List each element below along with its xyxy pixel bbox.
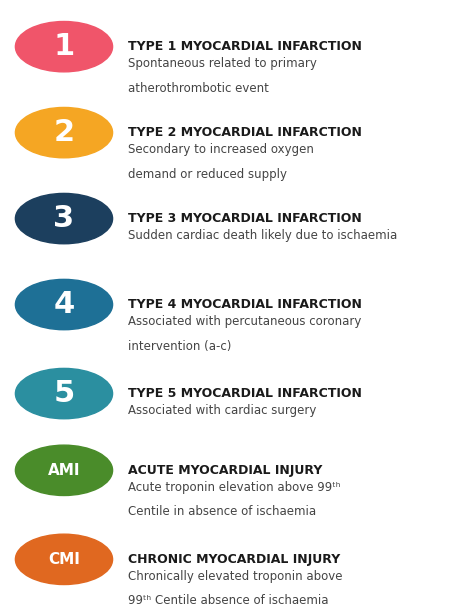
Text: TYPE 2 MYOCARDIAL INFARCTION: TYPE 2 MYOCARDIAL INFARCTION bbox=[128, 126, 362, 139]
Text: 4: 4 bbox=[54, 290, 74, 319]
Text: CHRONIC MYOCARDIAL INJURY: CHRONIC MYOCARDIAL INJURY bbox=[128, 553, 340, 565]
Text: Sudden cardiac death likely due to ischaemia: Sudden cardiac death likely due to ischa… bbox=[128, 229, 397, 242]
Text: 3: 3 bbox=[54, 204, 74, 233]
Ellipse shape bbox=[16, 368, 112, 419]
Text: 5: 5 bbox=[54, 379, 74, 408]
Text: Associated with percutaneous coronary: Associated with percutaneous coronary bbox=[128, 315, 361, 328]
Ellipse shape bbox=[16, 445, 112, 495]
Text: Acute troponin elevation above 99ᵗʰ: Acute troponin elevation above 99ᵗʰ bbox=[128, 481, 340, 494]
Ellipse shape bbox=[16, 279, 112, 330]
Text: 1: 1 bbox=[54, 32, 74, 61]
Text: Secondary to increased oxygen: Secondary to increased oxygen bbox=[128, 143, 314, 156]
Text: demand or reduced supply: demand or reduced supply bbox=[128, 168, 287, 181]
Text: 2: 2 bbox=[54, 118, 74, 147]
Text: intervention (a-c): intervention (a-c) bbox=[128, 340, 231, 352]
Text: Chronically elevated troponin above: Chronically elevated troponin above bbox=[128, 570, 343, 583]
Text: Spontaneous related to primary: Spontaneous related to primary bbox=[128, 57, 317, 70]
Text: TYPE 1 MYOCARDIAL INFARCTION: TYPE 1 MYOCARDIAL INFARCTION bbox=[128, 40, 362, 53]
Text: CMI: CMI bbox=[48, 552, 80, 567]
Text: 99ᵗʰ Centile absence of ischaemia: 99ᵗʰ Centile absence of ischaemia bbox=[128, 594, 328, 607]
Text: AMI: AMI bbox=[48, 463, 80, 478]
Text: Centile in absence of ischaemia: Centile in absence of ischaemia bbox=[128, 505, 316, 518]
Text: TYPE 5 MYOCARDIAL INFARCTION: TYPE 5 MYOCARDIAL INFARCTION bbox=[128, 387, 362, 400]
Text: atherothrombotic event: atherothrombotic event bbox=[128, 82, 269, 95]
Text: TYPE 4 MYOCARDIAL INFARCTION: TYPE 4 MYOCARDIAL INFARCTION bbox=[128, 298, 362, 311]
Ellipse shape bbox=[16, 534, 112, 585]
Ellipse shape bbox=[16, 193, 112, 244]
Ellipse shape bbox=[16, 21, 112, 72]
Text: Associated with cardiac surgery: Associated with cardiac surgery bbox=[128, 404, 316, 417]
Ellipse shape bbox=[16, 107, 112, 158]
Text: TYPE 3 MYOCARDIAL INFARCTION: TYPE 3 MYOCARDIAL INFARCTION bbox=[128, 212, 362, 225]
Text: ACUTE MYOCARDIAL INJURY: ACUTE MYOCARDIAL INJURY bbox=[128, 464, 322, 476]
